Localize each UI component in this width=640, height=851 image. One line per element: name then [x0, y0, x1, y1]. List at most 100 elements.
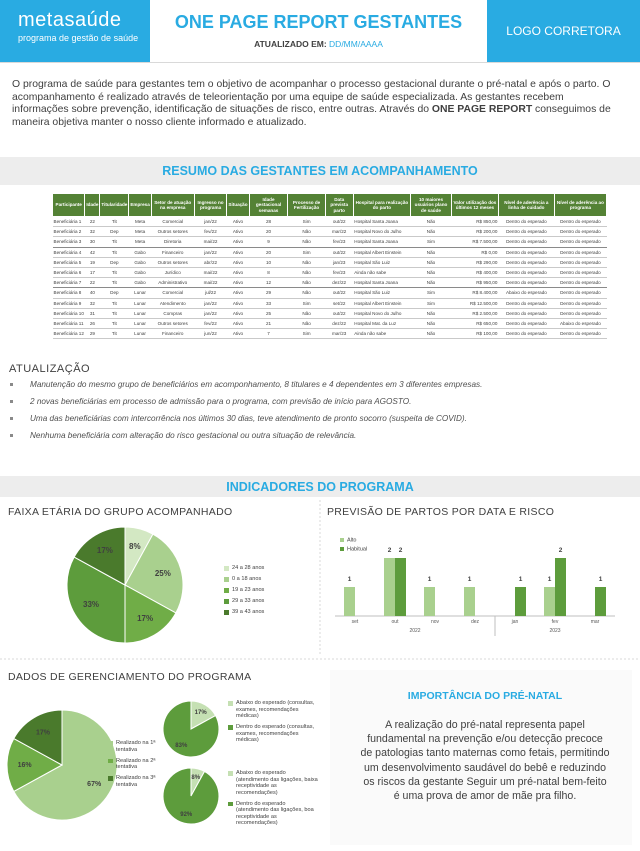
table-cell: 26 — [84, 318, 100, 330]
table-cell: mar/22 — [325, 226, 354, 238]
table-cell: Não — [287, 257, 326, 268]
table-cell: 22 — [84, 277, 100, 289]
bar-label: 1 — [548, 576, 552, 583]
table-cell: Não — [410, 318, 452, 330]
table-header-cell: Hospital para realização do parto — [352, 193, 412, 217]
table-cell: 29 — [249, 287, 288, 299]
table-cell: Hospital São Luiz — [353, 257, 411, 268]
section-title: RESUMO DAS GESTANTES EM ACOMPANHAMENTO — [162, 164, 478, 178]
table-cell: Ainda não sabe — [353, 328, 411, 340]
table-cell: 40 — [84, 287, 100, 299]
table-cell: 21 — [249, 318, 288, 330]
table-cell: Tit — [99, 247, 129, 258]
table-cell: 31 — [84, 308, 100, 319]
table-cell: Ativo — [226, 247, 250, 258]
table-cell: R$ 290,00 — [451, 257, 499, 268]
table-row: Beneficiária 3 30 Tit Meta Diretoria mai/22 At… — [52, 236, 607, 248]
table-cell: jan/22 — [194, 308, 227, 319]
table-cell: Tit — [99, 328, 129, 340]
table-header-cell: Setor de atuação na empresa — [150, 193, 195, 217]
table-cell: Sim — [410, 298, 452, 309]
brand-name: metasaúde — [18, 9, 122, 31]
legend-swatch — [224, 599, 229, 604]
table-row: Beneficiária 7 22 Tit Gabo Administrativo mai… — [52, 277, 607, 289]
bar — [515, 587, 526, 616]
x-tick-label: nov — [431, 619, 440, 625]
table-cell: Dep — [99, 226, 129, 238]
table-cell: Dentro do esperado — [498, 267, 555, 279]
table-row: Beneficiária 12 29 Tit Lunar Financeiro jun/2… — [52, 328, 607, 340]
table-cell: fev/23 — [325, 267, 354, 279]
table-header-cell: Nível de aderência a linha de cuidado — [497, 193, 555, 217]
bar-label: 1 — [599, 576, 603, 583]
slice-label: 16% — [18, 762, 33, 769]
table-cell: Abaixo do esperado — [554, 318, 607, 330]
table-cell: Não — [410, 257, 452, 268]
table-cell: Atendimento — [151, 298, 195, 309]
x-tick-label: dez — [471, 619, 480, 625]
slice-label: 8% — [129, 542, 141, 551]
table-cell: 20 — [249, 226, 288, 238]
legend-label: Realizado na 1ª tentativa — [116, 740, 156, 753]
table-cell: Dentro do esperado — [554, 267, 607, 279]
indicators-band — [0, 476, 640, 497]
table-cell: R$ 7.500,00 — [451, 236, 499, 248]
table-cell: Hospital Novo do Julho — [353, 308, 411, 319]
bar — [395, 558, 406, 616]
legend-item: Dentro do esperado (consultas, exames, r… — [228, 724, 318, 744]
table-cell: jan/22 — [194, 216, 227, 228]
table-cell: Tit — [99, 308, 129, 319]
table-cell: out/22 — [325, 308, 354, 319]
table-row: Beneficiária 11 26 Tit Lunar Outros setores f… — [52, 318, 607, 330]
table-cell: Ativo — [226, 236, 250, 248]
table-cell: mai/22 — [194, 267, 227, 279]
slice-label: 8% — [191, 775, 200, 781]
legend-swatch — [228, 701, 233, 706]
table-cell: 7 — [249, 328, 288, 340]
table-header-cell: Ingresso no programa — [193, 193, 228, 217]
bar — [384, 558, 395, 616]
table-cell: Sim — [287, 298, 326, 309]
table-cell: Hospital Albert Einstein — [353, 247, 411, 258]
table-cell: R$ 0,00 — [451, 247, 499, 258]
legend-label: Realizado na 3ª tentativa — [116, 775, 156, 788]
table-cell: Dentro do esperado — [554, 247, 607, 258]
legend: Abaixo do esperado (atendimento das liga… — [228, 770, 318, 831]
table-cell: Dentro do esperado — [554, 328, 607, 340]
bar-label: 1 — [468, 576, 472, 583]
table-cell: Ativo — [226, 216, 250, 228]
bar-label: 1 — [428, 576, 432, 583]
x-tick-label: mar — [591, 619, 600, 625]
table-row: Beneficiária 6 17 Tit Gabo Jurídico mai/22 Ati… — [52, 267, 607, 279]
table-cell: Não — [410, 277, 452, 289]
table-row: Beneficiária 9 32 Tit Lunar Atendimento jan/2… — [52, 298, 607, 309]
legend-label: 39 a 43 anos — [232, 609, 265, 615]
pie-slice — [66, 556, 126, 644]
table-cell: Outros setores — [151, 257, 195, 268]
bar — [555, 558, 566, 616]
table-cell: Lunar — [128, 328, 152, 340]
legend-item: 19 a 23 anos — [224, 587, 304, 594]
legend-item: 24 a 28 anos — [224, 565, 304, 572]
updated-label: ATUALIZADO EM: — [254, 39, 327, 49]
legend-item: Dentro do esperado (atendimento das liga… — [228, 801, 318, 827]
section-title: DADOS DE GERENCIAMENTO DO PROGRAMA — [8, 671, 252, 683]
update-item: Manutenção do mesmo grupo de beneficiári… — [10, 380, 630, 397]
pie-slice — [6, 737, 64, 793]
table-cell: Não — [410, 216, 452, 228]
legend-item: Realizado na 2ª tentativa — [108, 758, 163, 771]
legend-swatch — [224, 588, 229, 593]
bar — [424, 587, 435, 616]
table-cell: Diretoria — [151, 236, 195, 248]
table-cell: Hospital Santa Joana — [353, 216, 411, 228]
pie-slice — [162, 767, 220, 825]
updated-line: ATUALIZADO EM: DD/MM/AAAA — [150, 39, 487, 49]
table-cell: 30 — [84, 236, 100, 248]
table-cell: Gabo — [128, 257, 152, 268]
legend-label: Abaixo do esperado (atendimento das liga… — [236, 770, 318, 796]
table-row: Beneficiária 4 42 Tit Gabo Financeiro jan/22 A… — [52, 247, 607, 258]
legend-item: Abaixo do esperado (consultas, exames, r… — [228, 700, 318, 720]
table-header-cell: Valor utilização dos últimos 12 meses — [450, 193, 499, 217]
legend-label: Dentro do esperado (atendimento das liga… — [236, 800, 314, 827]
